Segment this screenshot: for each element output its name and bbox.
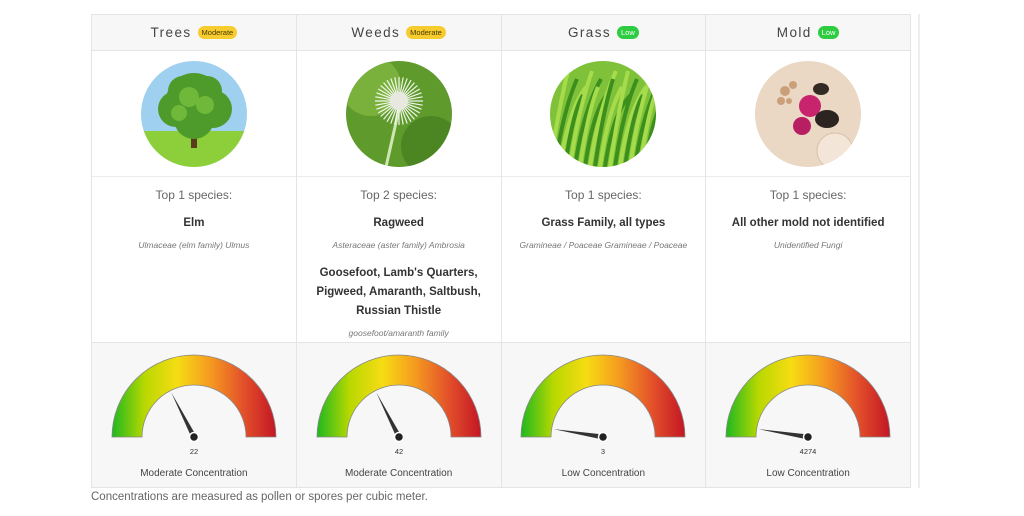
gauge-needle <box>758 429 809 440</box>
gauge-section: 3 Low Concentration <box>501 342 706 487</box>
column-header: Grass Low <box>501 15 706 51</box>
species-name: All other mold not identified <box>731 217 885 229</box>
gauge-chart: 42 <box>316 354 482 456</box>
species-latin-name: Gramineae / Poaceae Gramineae / Poaceae <box>519 240 688 250</box>
dandelion-icon <box>345 60 452 167</box>
level-badge: Moderate <box>406 26 446 39</box>
gauge-arc <box>316 354 482 438</box>
species-name: Grass Family, all types <box>541 217 666 229</box>
scroll-edge <box>918 14 920 488</box>
gauge-arc <box>520 354 686 438</box>
column-title: Weeds <box>351 25 401 40</box>
species-latin-name: Asteraceae (aster family) Ambrosia <box>332 240 465 250</box>
top-species-label: Top 2 species: <box>360 188 437 202</box>
pollen-column-grass: Grass Low Top 1 species: Grass Family, all … <box>501 15 707 487</box>
species-section: Top 2 species: Ragweed Asteraceae (aster f… <box>296 176 501 355</box>
gauge-needle <box>553 429 604 440</box>
pollen-column-mold: Mold Low Top 1 species: All other mold not … <box>706 15 910 487</box>
concentration-label: Moderate Concentration <box>344 468 453 479</box>
pollen-forecast-grid: Trees Moderate Top 1 species: Elm Ulmaceae (… <box>91 14 911 488</box>
species-section: Top 1 species: All other mold not identif… <box>706 176 910 342</box>
pollen-column-weeds: Weeds Moderate Top 2 species: Ragweed Astera… <box>296 15 502 487</box>
species-name: Elm <box>183 217 205 229</box>
concentration-label: Low Concentration <box>561 468 646 479</box>
gauge-arc <box>111 354 277 438</box>
gauge-hub <box>188 431 200 443</box>
species-section: Top 1 species: Grass Family, all types Gra… <box>501 176 706 342</box>
gauge-value: 42 <box>394 447 402 456</box>
gauge-chart: 22 <box>111 354 277 456</box>
gauge-hub <box>802 431 814 443</box>
allergen-image <box>706 51 910 176</box>
species-latin-name: Ulmaceae (elm family) Ulmus <box>138 240 250 250</box>
species-name: Ragweed <box>373 217 424 229</box>
gauge-value: 3 <box>601 447 605 456</box>
top-species-label: Top 1 species: <box>155 188 233 202</box>
column-title: Grass <box>567 25 611 40</box>
gauge-arc <box>725 354 891 438</box>
tree-icon <box>140 60 247 167</box>
footnote: Concentrations are measured as pollen or… <box>91 491 428 503</box>
gauge-needle <box>375 392 401 439</box>
column-title: Mold <box>776 25 812 40</box>
top-species-label: Top 1 species: <box>769 188 847 202</box>
gauge-value: 4274 <box>800 447 817 456</box>
level-badge: Moderate <box>197 26 238 39</box>
gauge-section: 22 Moderate Concentration <box>92 342 296 487</box>
level-badge: Low <box>817 26 840 39</box>
allergen-image <box>92 51 296 176</box>
gauge-value: 22 <box>190 447 198 456</box>
concentration-label: Moderate Concentration <box>140 468 248 479</box>
gauge-needle <box>171 392 197 439</box>
gauge-chart: 3 <box>520 354 686 456</box>
gauge-hub <box>393 431 404 443</box>
gauge-section: 4274 Low Concentration <box>706 342 910 487</box>
pollen-column-trees: Trees Moderate Top 1 species: Elm Ulmaceae (… <box>92 15 297 487</box>
species-latin-name: Unidentified Fungi <box>773 240 843 250</box>
concentration-label: Low Concentration <box>766 468 850 479</box>
column-title: Trees <box>150 25 192 40</box>
level-badge: Low <box>617 26 639 39</box>
column-header: Mold Low <box>706 15 910 51</box>
grass-icon <box>550 60 657 167</box>
species-section: Top 1 species: Elm Ulmaceae (elm family) U… <box>92 176 296 342</box>
column-header: Trees Moderate <box>92 15 296 51</box>
gauge-hub <box>598 431 609 443</box>
mold-spores-icon <box>755 60 862 167</box>
allergen-image <box>297 51 501 176</box>
gauge-chart: 4274 <box>725 354 891 456</box>
column-header: Weeds Moderate <box>296 15 501 51</box>
top-species-label: Top 1 species: <box>565 188 642 202</box>
allergen-image <box>502 51 706 176</box>
gauge-section: 42 Moderate Concentration <box>296 342 501 487</box>
species-name: Goosefoot, Lamb's Quarters, Pigweed, Ama… <box>316 267 481 317</box>
